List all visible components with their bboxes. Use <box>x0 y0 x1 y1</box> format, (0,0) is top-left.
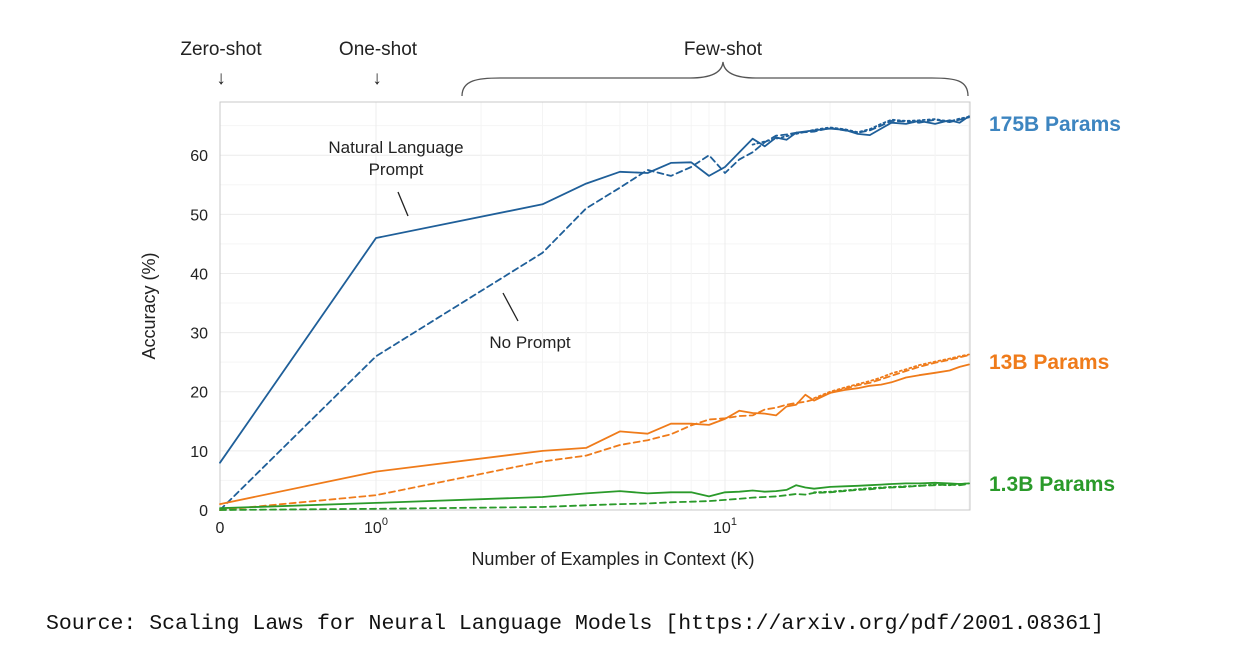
plot-frame <box>219 101 971 511</box>
x-tick-label: 0 <box>216 520 225 537</box>
y-tick-label: 0 <box>199 503 208 520</box>
series-line-2-dotted <box>813 482 970 494</box>
y-tick-label: 10 <box>190 444 208 461</box>
series-line-1-dashed <box>219 354 970 511</box>
label-13b-params: 13B Params <box>989 351 1109 374</box>
y-tick-label: 60 <box>190 148 208 165</box>
label-1-3b-params: 1.3B Params <box>989 473 1115 496</box>
few-shot-brace <box>461 61 969 97</box>
source-citation: Source: Scaling Laws for Neural Language… <box>46 612 1104 636</box>
few-shot-label: Few-shot <box>684 39 763 60</box>
zero-shot-arrow: ↓ <box>216 68 226 89</box>
x-tick-label: 100 <box>364 516 388 537</box>
no-prompt-pointer <box>502 292 519 322</box>
series-line-1-solid <box>219 363 970 505</box>
series-line-0-dotted <box>751 115 970 146</box>
no-prompt-annotation: No Prompt <box>489 333 571 352</box>
one-shot-label: One-shot <box>339 39 418 60</box>
y-tick-label: 50 <box>190 207 208 224</box>
series-line-0-dashed <box>219 116 970 511</box>
series-line-2-dashed <box>219 483 970 511</box>
label-175b-params: 175B Params <box>989 113 1121 136</box>
series-line-1-dotted <box>813 353 970 400</box>
one-shot-arrow: ↓ <box>372 68 382 89</box>
series-line-2-solid <box>219 481 970 510</box>
accuracy-chart: 0 10 20 30 40 50 60 0 100 101 Number of Examples… <box>139 39 1121 569</box>
series-line-0-solid <box>219 115 970 464</box>
prompt-annotation: Prompt <box>369 160 424 179</box>
y-tick-label: 30 <box>190 326 208 343</box>
x-axis-title: Number of Examples in Context (K) <box>471 549 754 569</box>
series-layer <box>219 115 970 511</box>
x-tick-label: 101 <box>713 516 737 537</box>
x-axis-ticks: 0 100 101 <box>216 516 737 537</box>
y-axis-ticks: 0 10 20 30 40 50 60 <box>190 148 208 520</box>
y-tick-label: 20 <box>190 385 208 402</box>
y-tick-label: 40 <box>190 266 208 283</box>
zero-shot-label: Zero-shot <box>180 39 262 60</box>
grid-lines <box>219 102 970 511</box>
y-axis-title: Accuracy (%) <box>139 252 159 359</box>
natural-language-pointer <box>397 191 409 217</box>
natural-language-annotation: Natural Language <box>328 138 463 157</box>
